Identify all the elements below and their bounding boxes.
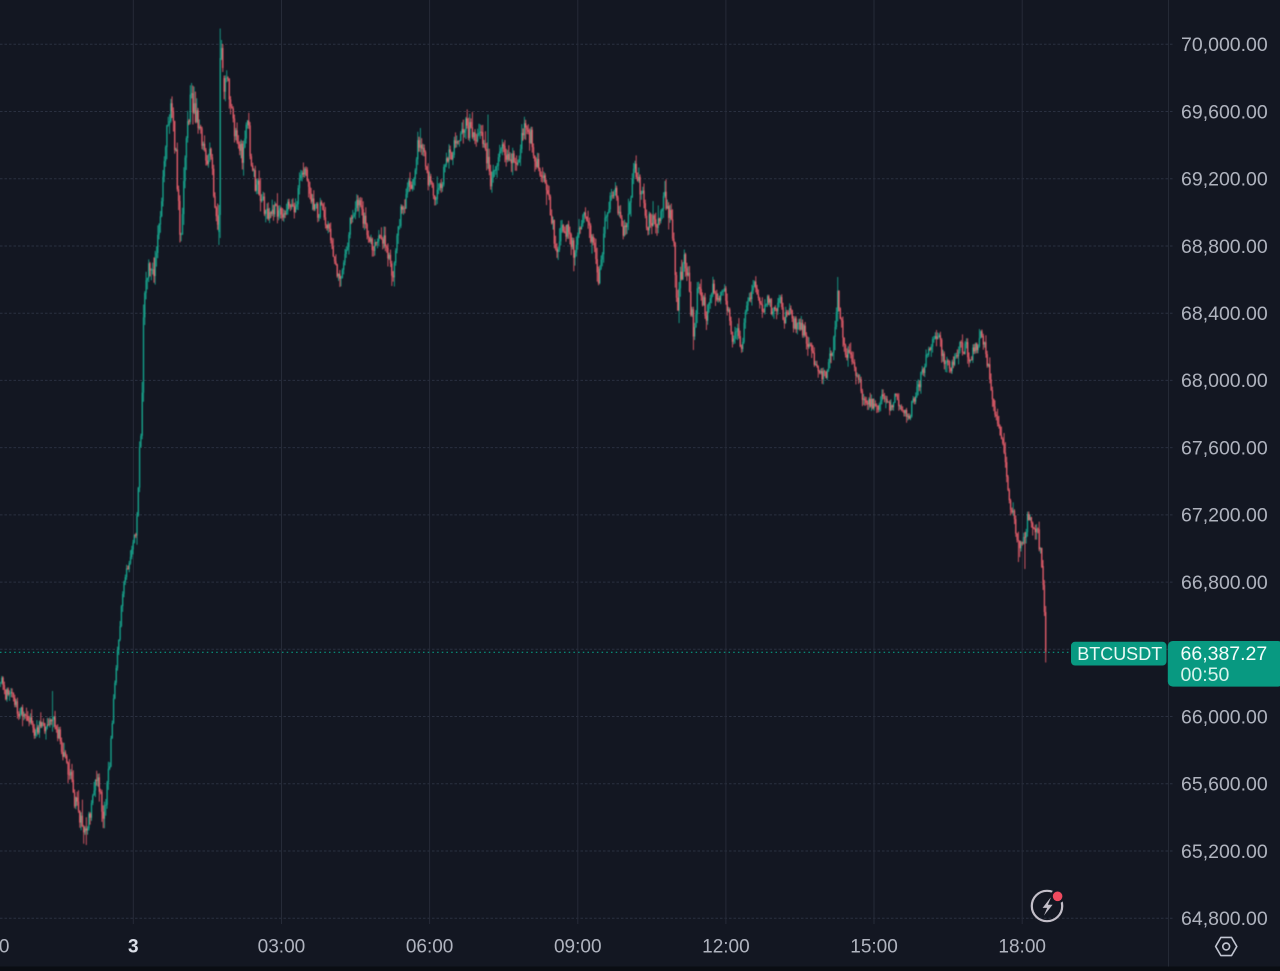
svg-text:00:50: 00:50 (1181, 664, 1230, 686)
svg-text:06:00: 06:00 (406, 937, 454, 958)
svg-text:67,600.00: 67,600.00 (1181, 437, 1268, 459)
svg-text:69,600.00: 69,600.00 (1181, 101, 1268, 123)
svg-text:64,800.00: 64,800.00 (1181, 908, 1268, 930)
svg-text:68,000.00: 68,000.00 (1181, 370, 1268, 392)
svg-text:12:00: 12:00 (702, 937, 750, 958)
svg-text:18:00: 18:00 (998, 937, 1046, 958)
svg-text:BTCUSDT: BTCUSDT (1077, 644, 1162, 664)
svg-text:66,387.27: 66,387.27 (1181, 643, 1268, 665)
svg-text:0: 0 (0, 937, 9, 958)
svg-text:67,200.00: 67,200.00 (1181, 505, 1268, 527)
svg-text:15:00: 15:00 (850, 937, 898, 958)
svg-text:3: 3 (128, 937, 139, 958)
svg-text:66,800.00: 66,800.00 (1181, 572, 1268, 594)
svg-text:70,000.00: 70,000.00 (1181, 34, 1268, 56)
svg-text:68,400.00: 68,400.00 (1181, 303, 1268, 325)
svg-text:03:00: 03:00 (258, 937, 306, 958)
svg-text:68,800.00: 68,800.00 (1181, 236, 1268, 258)
svg-text:66,000.00: 66,000.00 (1181, 706, 1268, 728)
svg-text:65,200.00: 65,200.00 (1181, 841, 1268, 863)
svg-text:65,600.00: 65,600.00 (1181, 774, 1268, 796)
svg-text:69,200.00: 69,200.00 (1181, 169, 1268, 191)
svg-text:09:00: 09:00 (554, 937, 602, 958)
